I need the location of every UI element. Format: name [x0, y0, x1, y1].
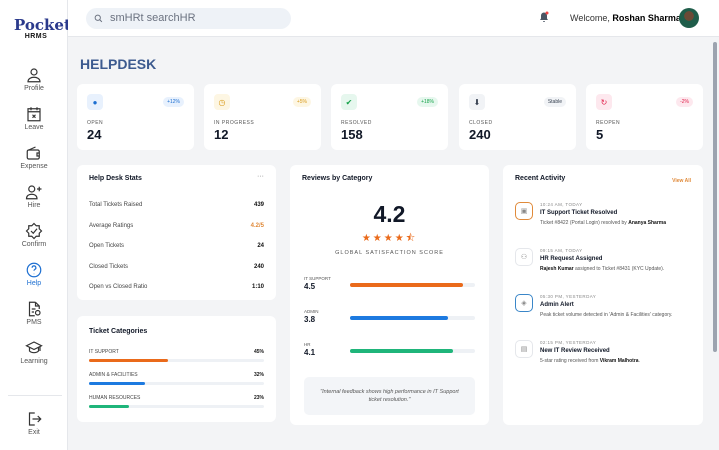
more-menu-button[interactable]: ··· [257, 173, 264, 180]
sidebar-item-expense[interactable]: Expense [0, 144, 68, 170]
review-bar [350, 349, 475, 353]
badge-check-icon [25, 222, 43, 240]
stat-card-in-progress[interactable]: ◷ +5% IN PROGRESS 12 [204, 84, 321, 150]
scrollbar[interactable] [713, 42, 717, 352]
stat-row: Open vs Closed Ratio 1:10 [89, 284, 264, 290]
avatar[interactable] [679, 8, 699, 28]
category-bar [89, 405, 264, 408]
trend-badge: Stable [543, 97, 566, 107]
user-assign-icon: ⚇ [515, 248, 533, 266]
search-icon [94, 14, 103, 23]
activity-item[interactable]: ⚇ 09:15 AM, TODAY HR Request Assigned Rajes… [515, 248, 693, 273]
global-score: 4.2 [373, 201, 406, 227]
review-icon: ▤ [515, 340, 533, 358]
sidebar-item-leave[interactable]: Leave [0, 105, 68, 131]
sidebar-item-hire[interactable]: Hire [0, 183, 68, 209]
notification-bell-icon[interactable] [538, 10, 550, 24]
star-rating: ★★★★⯪ [361, 233, 418, 244]
category-row: HUMAN RESOURCES 23% [89, 395, 264, 401]
stat-row: Open Tickets 24 [89, 243, 264, 249]
score-label: GLOBAL SATISFACTION SCORE [335, 250, 444, 256]
alert-icon: ◈ [515, 294, 533, 312]
activity-item[interactable]: ◈ 05:30 PM, YESTERDAY Admin Alert Peak tick… [515, 294, 693, 319]
document-gear-icon [28, 301, 41, 317]
help-circle-icon [26, 262, 42, 278]
review-category-label: HR [304, 342, 311, 347]
recent-activity-card: Recent Activity View All ▣ 10:24 AM, TODA… [503, 165, 703, 425]
sidebar-item-confirm[interactable]: Confirm [0, 222, 68, 248]
category-row: IT SUPPORT 45% [89, 349, 264, 355]
category-bar [89, 382, 264, 385]
stat-icon: ● [87, 94, 103, 110]
user-plus-icon [25, 185, 42, 200]
review-category-label: ADMIN [304, 309, 319, 314]
stat-row: Total Tickets Raised 439 [89, 202, 264, 208]
reviews-card: Reviews by Category 4.2 ★★★★⯪ GLOBAL SAT… [290, 165, 489, 425]
stat-card-reopen[interactable]: ↻ -2% REOPEN 5 [586, 84, 703, 150]
category-bar [89, 359, 264, 362]
sidebar: Pocket HRMS Profile Leave Expense Hire Confir… [0, 0, 71, 450]
trend-badge: +18% [417, 97, 438, 107]
trend-badge: +12% [163, 97, 184, 107]
stat-card-resolved[interactable]: ✔ +18% RESOLVED 158 [331, 84, 448, 150]
exit-icon [28, 412, 42, 426]
activity-item[interactable]: ▤ 02:15 PM, YESTERDAY New IT Review Receiv… [515, 340, 693, 365]
review-category-label: IT SUPPORT [304, 276, 331, 281]
stat-row: Closed Tickets 240 [89, 263, 264, 270]
view-all-link[interactable]: View All [672, 178, 691, 184]
activity-item[interactable]: ▣ 10:24 AM, TODAY IT Support Ticket Resolv… [515, 202, 693, 227]
category-row: ADMIN & FACILITIES 32% [89, 372, 264, 378]
graduation-cap-icon [25, 341, 43, 354]
brand-logo[interactable]: Pocket HRMS [14, 16, 71, 41]
stat-card-closed[interactable]: ⬇ Stable CLOSED 240 [459, 84, 576, 150]
helpdesk-stats-card: Help Desk Stats ··· Total Tickets Raised… [77, 165, 276, 300]
stat-row: Average Ratings 4.2/5 [89, 222, 264, 229]
review-score: 4.5 [304, 282, 316, 291]
stat-icon: ↻ [596, 94, 612, 110]
wallet-icon [26, 146, 40, 160]
sidebar-item-exit[interactable]: Exit [0, 410, 68, 436]
user-icon [27, 68, 41, 83]
calendar-x-icon [27, 107, 41, 122]
sidebar-item-help[interactable]: Help [0, 261, 68, 287]
stat-card-open[interactable]: ● +12% OPEN 24 [77, 84, 194, 150]
review-score: 3.8 [304, 315, 316, 324]
page-title: HELPDESK [80, 56, 157, 72]
review-bar [350, 283, 475, 287]
stat-icon: ✔ [341, 94, 357, 110]
feedback-quote: "Internal feedback shows high performanc… [304, 377, 475, 415]
sidebar-item-pms[interactable]: PMS [0, 300, 68, 326]
sidebar-item-profile[interactable]: Profile [0, 66, 68, 92]
sidebar-item-learning[interactable]: Learning [0, 339, 68, 365]
review-score: 4.1 [304, 348, 316, 357]
stat-icon: ◷ [214, 94, 230, 110]
trend-badge: +5% [292, 97, 311, 107]
sidebar-divider [8, 395, 62, 396]
search-input[interactable]: smHRt searchHR [86, 8, 291, 29]
review-bar [350, 316, 475, 320]
ticket-categories-card: Ticket Categories IT SUPPORT 45% ADMIN & F… [77, 316, 276, 422]
trend-badge: -2% [676, 97, 693, 107]
stat-icon: ⬇ [469, 94, 485, 110]
ticket-icon: ▣ [515, 202, 533, 220]
welcome-text: Welcome, Roshan Sharma [570, 13, 681, 23]
top-header: smHRt searchHR Welcome, Roshan Sharma [68, 0, 719, 37]
